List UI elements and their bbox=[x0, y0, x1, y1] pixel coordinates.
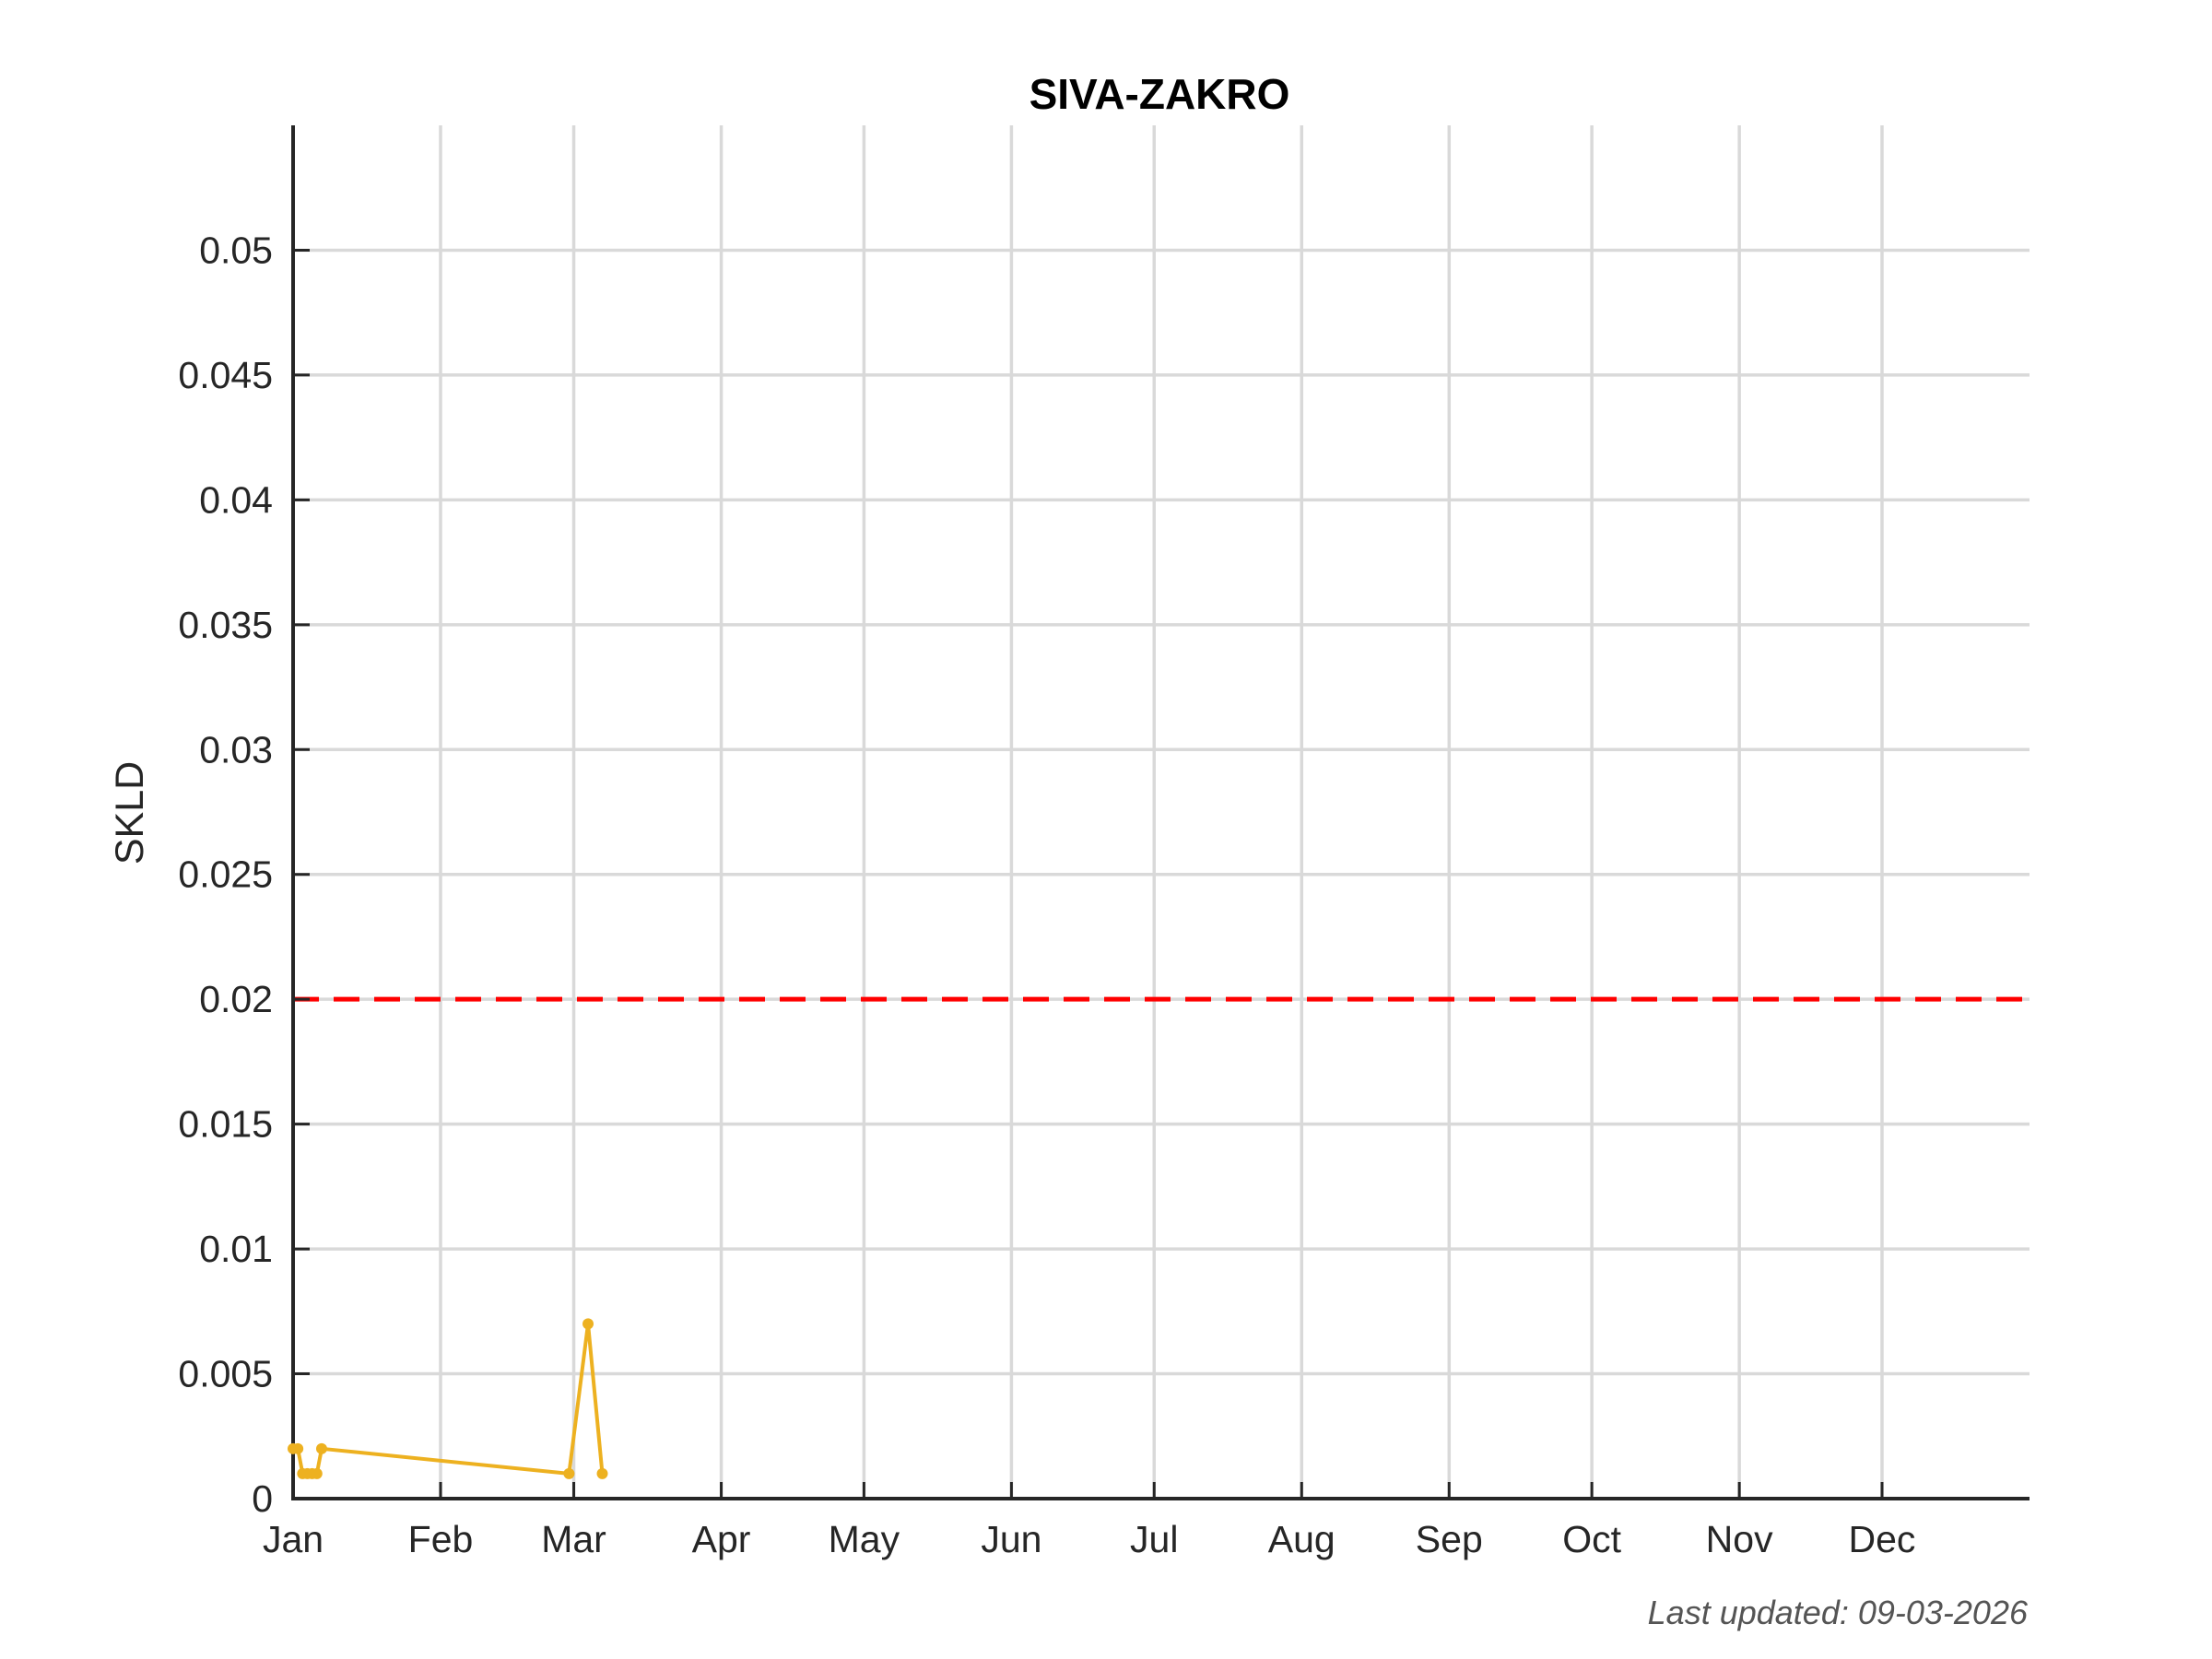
x-tick-label: May bbox=[829, 1518, 900, 1560]
x-tick-label: Aug bbox=[1268, 1518, 1335, 1560]
y-tick-label: 0.03 bbox=[199, 728, 273, 771]
y-tick-label: 0.05 bbox=[199, 229, 273, 271]
grid bbox=[293, 125, 2030, 1499]
y-tick-label: 0.015 bbox=[178, 1103, 273, 1146]
x-tick-label: Jul bbox=[1130, 1518, 1178, 1560]
y-tick-label: 0.02 bbox=[199, 978, 273, 1020]
data-point bbox=[596, 1467, 608, 1479]
ticks: 0 0.005 0.01 0.015 0.02 0.025 0.03 0.035 0.04 0.0… bbox=[178, 229, 1915, 1560]
data-point bbox=[563, 1467, 575, 1479]
data-point bbox=[311, 1467, 323, 1479]
y-axis-label: SKLD bbox=[108, 761, 152, 865]
data-point bbox=[292, 1442, 304, 1454]
chart-title: SIVA-ZAKRO bbox=[1030, 70, 1290, 118]
y-tick-label: 0.04 bbox=[199, 478, 273, 521]
data-point bbox=[315, 1442, 327, 1454]
x-tick-label: Jan bbox=[263, 1518, 324, 1560]
x-tick-label: Mar bbox=[541, 1518, 606, 1560]
x-tick-label: Dec bbox=[1849, 1518, 1916, 1560]
footnote-last-updated: Last updated: 09-03-2026 bbox=[1648, 1594, 2029, 1631]
x-tick-label: Sep bbox=[1416, 1518, 1483, 1560]
series bbox=[288, 1318, 608, 1479]
x-tick-label: Jun bbox=[981, 1518, 1041, 1560]
x-tick-label: Nov bbox=[1706, 1518, 1773, 1560]
data-point bbox=[582, 1318, 594, 1330]
x-tick-label: Oct bbox=[1562, 1518, 1621, 1560]
y-tick-label: 0.035 bbox=[178, 604, 273, 646]
y-tick-label: 0.01 bbox=[199, 1228, 273, 1270]
y-tick-label: 0 bbox=[252, 1477, 273, 1520]
y-tick-label: 0.045 bbox=[178, 354, 273, 396]
x-tick-label: Feb bbox=[408, 1518, 474, 1560]
y-tick-label: 0.005 bbox=[178, 1353, 273, 1395]
y-tick-label: 0.025 bbox=[178, 853, 273, 896]
x-tick-label: Apr bbox=[692, 1518, 751, 1560]
